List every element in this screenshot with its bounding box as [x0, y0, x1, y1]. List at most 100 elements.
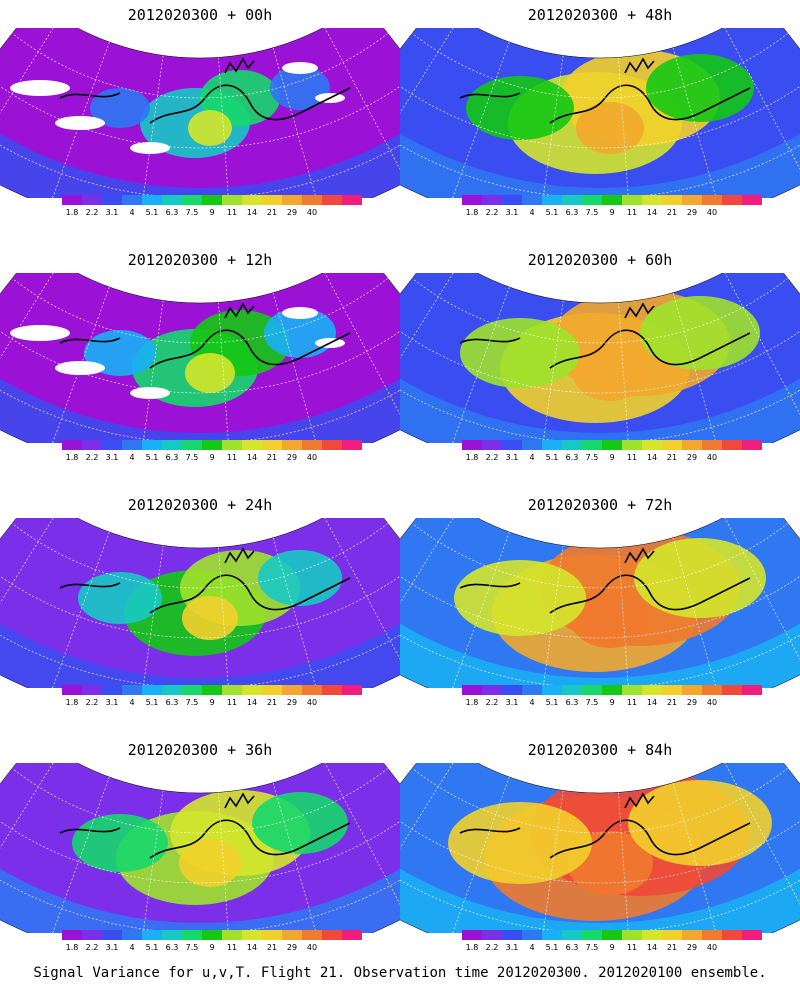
colorbar-tick-label: 1.8	[465, 208, 479, 217]
colorbar-swatch	[122, 930, 143, 940]
colorbar-tick-label: 40	[306, 208, 318, 217]
colorbar-swatch	[722, 685, 743, 695]
colorbar-labels: 1.8 2.2 3.1 4 5.1 6.3 7.5 9 11 14 21 29 40	[452, 943, 772, 955]
colorbar-tick-label: 9	[209, 943, 215, 952]
panel-title: 2012020300 + 48h	[527, 6, 673, 24]
variance-map	[400, 28, 800, 198]
colorbar-tick-label: 3.1	[105, 943, 119, 952]
colorbar-tick-label: 9	[209, 453, 215, 462]
colorbar-swatch	[542, 195, 563, 205]
colorbar-swatch	[682, 685, 703, 695]
panel-title: 2012020300 + 12h	[127, 251, 273, 269]
colorbar-tick-label: 40	[706, 943, 718, 952]
map-panel: 2012020300 + 36h 1.8 2.2 3.1 4 5.1 6.3 7.5 9 11 14…	[0, 735, 400, 980]
colorbar-swatch	[702, 440, 723, 450]
colorbar-tick-label: 1.8	[65, 208, 79, 217]
colorbar-swatch	[582, 930, 603, 940]
colorbar-swatch	[462, 195, 483, 205]
colorbar-swatch	[342, 930, 362, 940]
colorbar	[462, 930, 762, 940]
colorbar-swatch	[62, 195, 83, 205]
colorbar-swatch	[502, 685, 523, 695]
map-panel: 2012020300 + 12h 1.8 2.2 3.1 4 5.1 6.3 7.5 9 11 14…	[0, 245, 400, 490]
colorbar-swatch	[702, 685, 723, 695]
colorbar-tick-label: 1.8	[65, 453, 79, 462]
colorbar-tick-label: 9	[609, 453, 615, 462]
colorbar-tick-label: 7.5	[585, 943, 599, 952]
colorbar-tick-label: 2.2	[485, 453, 499, 462]
colorbar-swatch	[742, 440, 762, 450]
map-panel: 2012020300 + 48h 1.8 2.2 3.1 4 5.1 6.3 7.5 9 11 14…	[400, 0, 800, 245]
colorbar-tick-label: 3.1	[105, 453, 119, 462]
colorbar-tick-label: 14	[646, 698, 658, 707]
colorbar-swatch	[582, 685, 603, 695]
colorbar-tick-label: 40	[306, 943, 318, 952]
colorbar-swatch	[322, 440, 343, 450]
colorbar-swatch	[622, 440, 643, 450]
colorbar-swatch	[282, 195, 303, 205]
colorbar-swatch	[542, 930, 563, 940]
colorbar-swatch	[62, 685, 83, 695]
colorbar-swatch	[242, 930, 263, 940]
colorbar-swatch	[642, 685, 663, 695]
colorbar-swatch	[542, 440, 563, 450]
colorbar-tick-label: 14	[646, 943, 658, 952]
colorbar-tick-label: 3.1	[105, 698, 119, 707]
colorbar-swatch	[562, 930, 583, 940]
panel-title: 2012020300 + 36h	[127, 741, 273, 759]
colorbar-swatch	[642, 930, 663, 940]
colorbar-tick-label: 29	[686, 208, 698, 217]
colorbar-tick-label: 21	[266, 943, 278, 952]
colorbar-tick-label: 5.1	[545, 698, 559, 707]
colorbar-swatch	[142, 685, 163, 695]
colorbar-tick-label: 40	[706, 698, 718, 707]
colorbar-tick-label: 29	[686, 453, 698, 462]
colorbar-swatch	[642, 195, 663, 205]
panel-title: 2012020300 + 24h	[127, 496, 273, 514]
colorbar-tick-label: 2.2	[85, 453, 99, 462]
colorbar-tick-label: 6.3	[165, 698, 179, 707]
colorbar-tick-label: 9	[609, 208, 615, 217]
colorbar-swatch	[182, 440, 203, 450]
colorbar-swatch	[162, 440, 183, 450]
colorbar-swatch	[562, 685, 583, 695]
map-panel: 2012020300 + 00h 1.8 2.2 3.1 4 5.1 6.3 7.5 9 11 14…	[0, 0, 400, 245]
colorbar-swatch	[602, 195, 623, 205]
colorbar-tick-label: 14	[246, 698, 258, 707]
colorbar-tick-label: 5.1	[545, 453, 559, 462]
colorbar-tick-label: 14	[246, 208, 258, 217]
colorbar-swatch	[682, 195, 703, 205]
colorbar-swatch	[142, 195, 163, 205]
colorbar-tick-label: 5.1	[145, 698, 159, 707]
colorbar-swatch	[642, 440, 663, 450]
colorbar-swatch	[102, 195, 123, 205]
colorbar-swatch	[462, 930, 483, 940]
colorbar-tick-label: 2.2	[85, 943, 99, 952]
colorbar-swatch	[242, 195, 263, 205]
colorbar-labels: 1.8 2.2 3.1 4 5.1 6.3 7.5 9 11 14 21 29 40	[52, 698, 372, 710]
colorbar-swatch	[742, 685, 762, 695]
colorbar-swatch	[482, 195, 503, 205]
colorbar-tick-label: 3.1	[505, 943, 519, 952]
variance-map	[0, 28, 400, 198]
colorbar-tick-label: 3.1	[505, 208, 519, 217]
map-panel: 2012020300 + 84h 1.8 2.2 3.1 4 5.1 6.3 7.5 9 11 14…	[400, 735, 800, 980]
colorbar-tick-label: 1.8	[465, 698, 479, 707]
panel-title: 2012020300 + 84h	[527, 741, 673, 759]
colorbar-swatch	[162, 930, 183, 940]
colorbar-swatch	[262, 685, 283, 695]
colorbar-tick-label: 2.2	[85, 698, 99, 707]
colorbar-swatch	[662, 440, 683, 450]
colorbar-swatch	[262, 195, 283, 205]
colorbar-tick-label: 14	[646, 208, 658, 217]
colorbar-swatch	[502, 440, 523, 450]
colorbar-swatch	[82, 930, 103, 940]
colorbar-tick-label: 11	[226, 698, 238, 707]
colorbar-tick-label: 21	[666, 208, 678, 217]
colorbar-swatch	[742, 195, 762, 205]
colorbar	[62, 685, 362, 695]
colorbar-swatch	[522, 195, 543, 205]
colorbar	[62, 930, 362, 940]
colorbar-swatch	[322, 930, 343, 940]
colorbar-tick-label: 4	[529, 698, 535, 707]
